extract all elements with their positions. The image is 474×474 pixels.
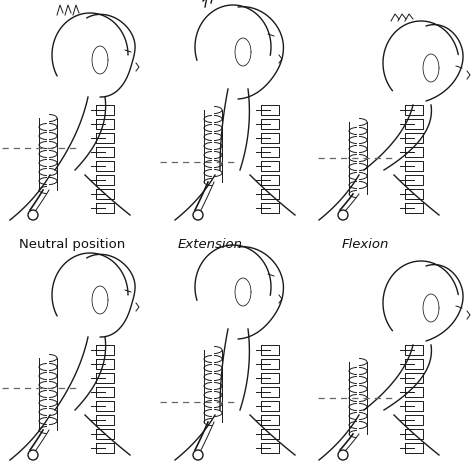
Text: Neutral position: Neutral position <box>19 237 125 251</box>
Text: Flexion: Flexion <box>341 237 389 251</box>
Text: Extension: Extension <box>178 237 243 251</box>
